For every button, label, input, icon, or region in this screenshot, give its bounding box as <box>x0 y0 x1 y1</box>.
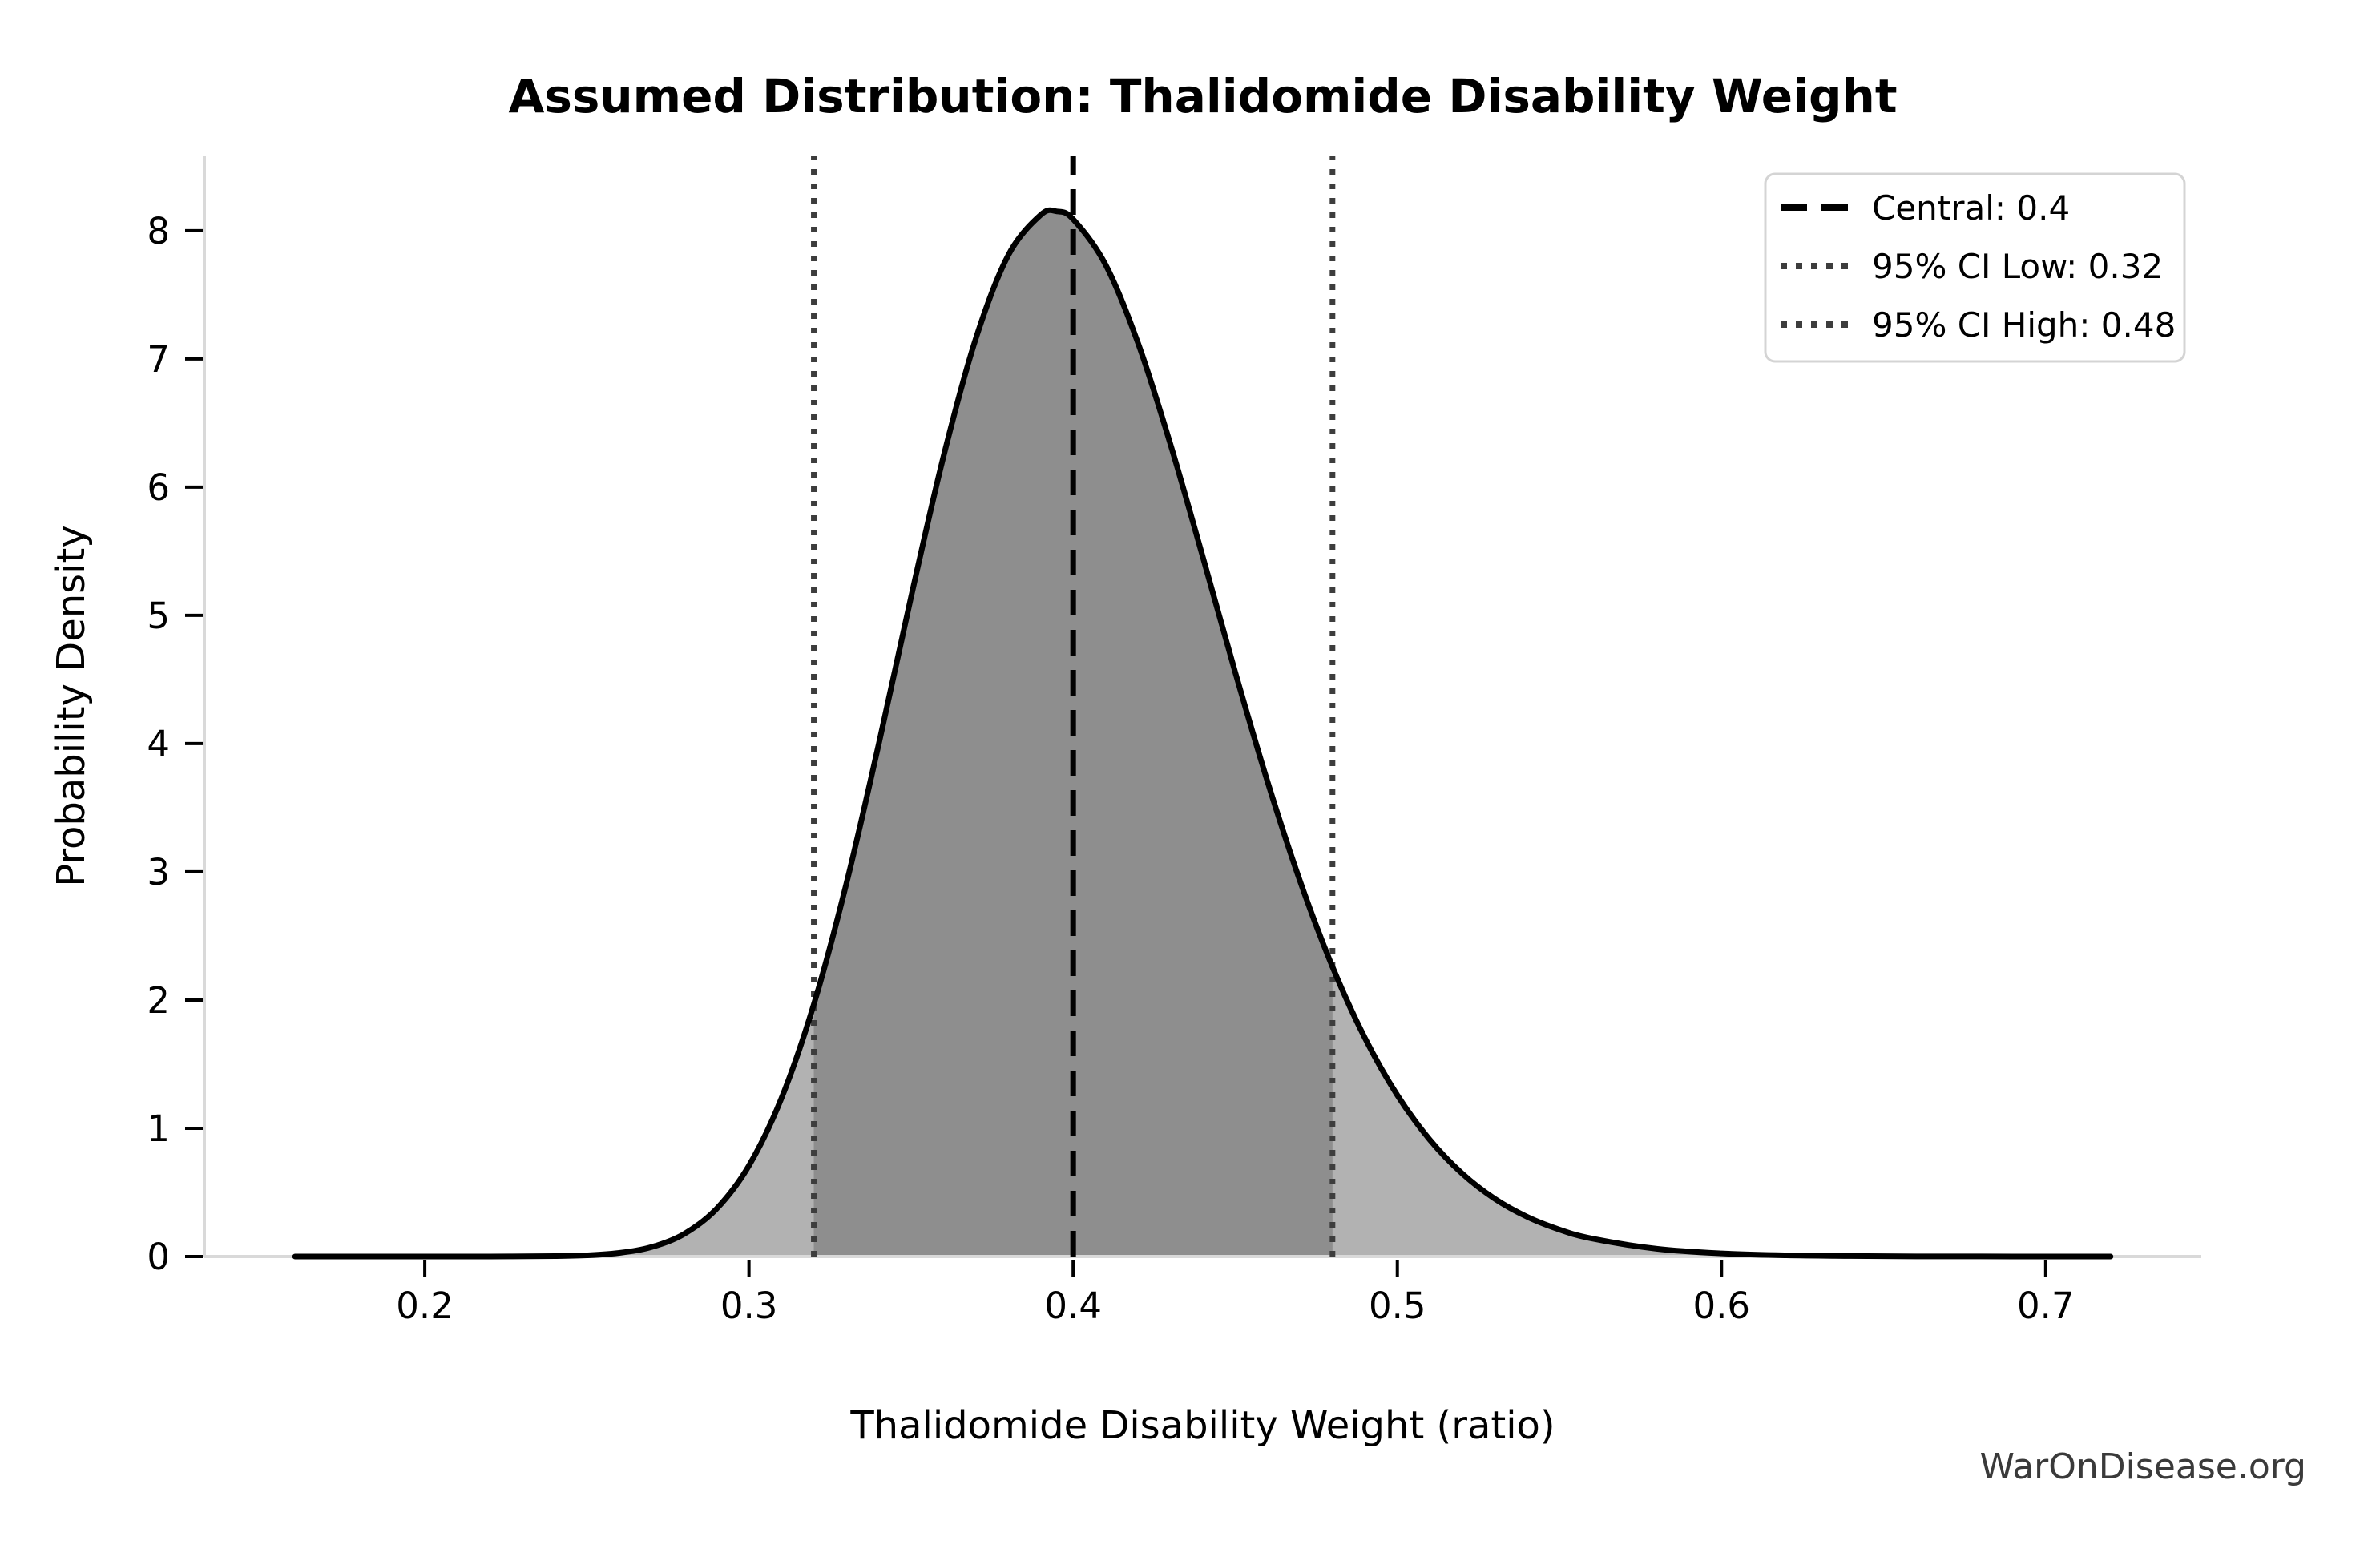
density-curve <box>292 207 2114 1260</box>
legend-item-ci-high: 95% CI High: 0.48 <box>1872 305 2176 345</box>
x-tick-label: 0.6 <box>1692 1285 1750 1327</box>
x-tick-label: 0.4 <box>1044 1285 1102 1327</box>
x-tick-label: 0.5 <box>1369 1285 1426 1327</box>
y-tick-label: 5 <box>147 595 170 637</box>
density-fills <box>295 210 2111 1257</box>
axes-ticks: 0.2 0.3 0.4 0.5 0.6 0.7 0 1 2 3 4 5 6 7 8 <box>147 210 2074 1327</box>
density-curve-line <box>292 207 2114 1260</box>
y-tick-label: 4 <box>147 723 170 765</box>
legend-box <box>1764 172 2186 363</box>
x-tick-label: 0.2 <box>396 1285 454 1327</box>
y-tick-label: 1 <box>147 1107 170 1150</box>
y-tick-label: 3 <box>147 851 170 894</box>
legend-item-ci-low: 95% CI Low: 0.32 <box>1872 247 2163 286</box>
chart-title: Assumed Distribution: Thalidomide Disabi… <box>508 69 1897 123</box>
y-tick-label: 0 <box>147 1236 170 1278</box>
legend-item-central: Central: 0.4 <box>1872 188 2070 228</box>
y-tick-label: 2 <box>147 979 170 1022</box>
legend: Central: 0.4 95% CI Low: 0.32 95% CI Hig… <box>1764 172 2186 363</box>
x-tick-label: 0.3 <box>720 1285 778 1327</box>
y-tick-label: 6 <box>147 466 170 509</box>
y-tick-label: 8 <box>147 210 170 252</box>
x-tick-label: 0.7 <box>2017 1285 2075 1327</box>
y-tick-label: 7 <box>147 338 170 381</box>
x-axis-label: Thalidomide Disability Weight (ratio) <box>849 1403 1555 1448</box>
reference-lines <box>811 156 1336 1257</box>
y-axis-label: Probability Density <box>49 525 94 886</box>
watermark: WarOnDisease.org <box>1980 1446 2306 1487</box>
